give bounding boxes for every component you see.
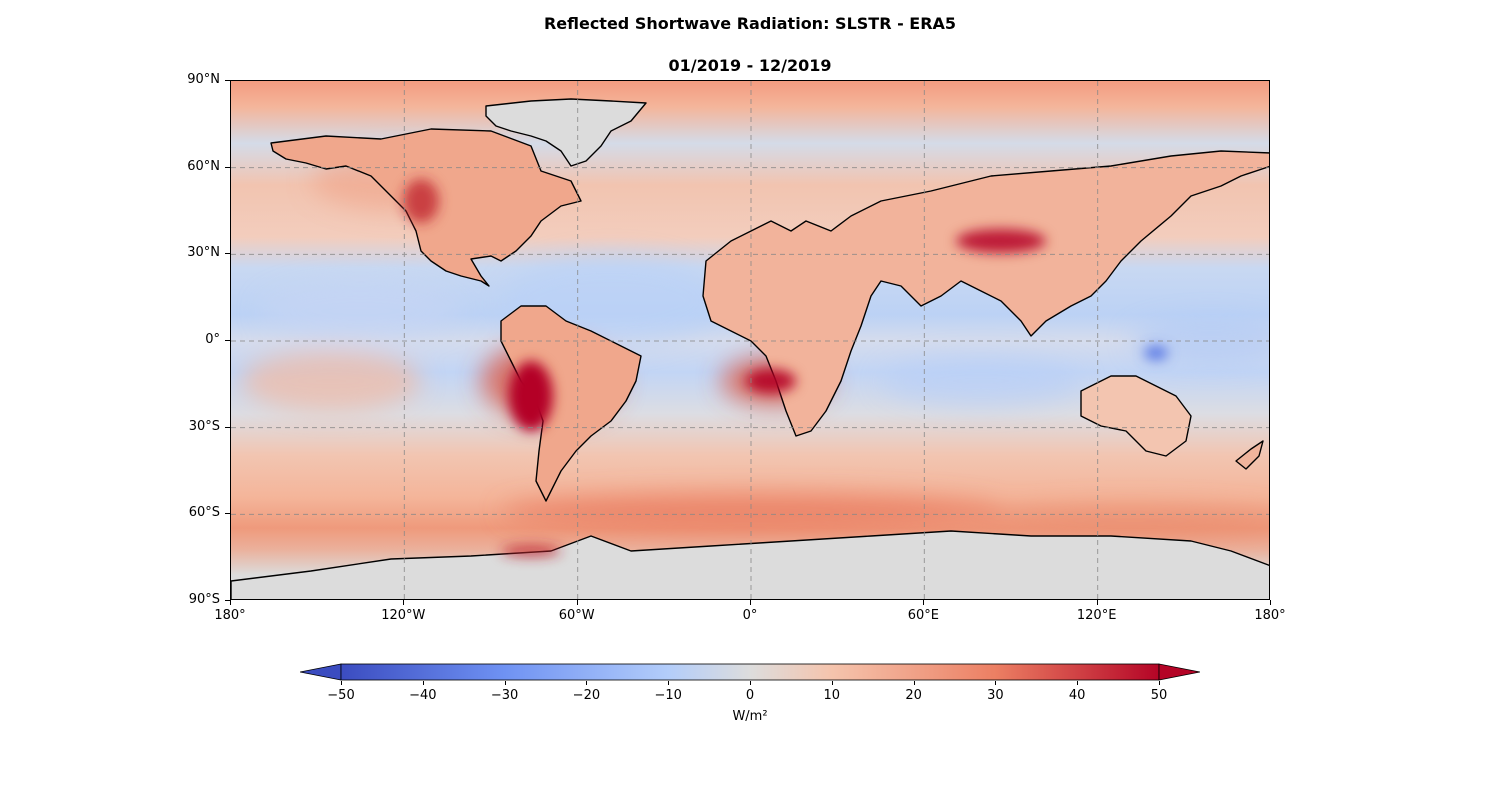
lat-tick-label: 60°S xyxy=(188,505,220,521)
greenland xyxy=(485,98,647,167)
colorbar-tick-mark xyxy=(504,681,506,685)
lon-tick-label: 120°E xyxy=(1076,608,1117,623)
colorbar-tick-mark xyxy=(1159,681,1160,685)
colorbar-gradient xyxy=(340,663,1160,681)
colorbar-tick-mark xyxy=(341,681,342,685)
colorbar-tick-label: 0 xyxy=(745,688,755,703)
colorbar-units: W/m² xyxy=(732,709,768,724)
gridlines xyxy=(231,81,1269,599)
lat-tick-mark xyxy=(225,513,230,515)
lon-tick-label: 180° xyxy=(1254,608,1286,623)
lon-tick-label: 0° xyxy=(742,608,758,623)
colorbar-tick-label: −10 xyxy=(654,688,682,703)
colorbar-tick-mark xyxy=(995,681,997,685)
lon-tick-mark xyxy=(230,600,231,605)
chart-subtitle: 01/2019 - 12/2019 xyxy=(668,56,832,75)
map-canvas xyxy=(231,81,1269,599)
colorbar-extend-low xyxy=(299,663,342,681)
lat-tick-label: 30°N xyxy=(187,245,220,261)
lon-tick-mark xyxy=(576,600,578,605)
lon-tick-mark xyxy=(1096,600,1098,605)
colorbar-tick-mark xyxy=(913,681,915,685)
lon-tick-mark xyxy=(403,600,405,605)
colorbar-tick-mark xyxy=(668,681,670,685)
lat-tick-label: 60°N xyxy=(187,158,220,174)
lat-tick-label: 30°S xyxy=(188,418,220,434)
colorbar-tick-mark xyxy=(422,681,424,685)
lon-tick-mark xyxy=(1270,600,1271,605)
colorbar-tick-label: −40 xyxy=(409,688,437,703)
lat-tick-mark xyxy=(225,80,230,81)
chart-title: Reflected Shortwave Radiation: SLSTR - E… xyxy=(543,14,957,33)
lon-tick-mark xyxy=(923,600,925,605)
hotspots xyxy=(403,179,1168,557)
colorbar-tick-label: 40 xyxy=(1068,688,1086,703)
lat-tick-mark xyxy=(225,340,230,341)
lon-tick-label: 60°W xyxy=(558,608,595,623)
map-panel xyxy=(230,80,1270,600)
colorbar-tick-label: 10 xyxy=(823,688,841,703)
lon-tick-label: 120°W xyxy=(381,608,426,623)
colorbar-tick-mark xyxy=(1077,681,1079,685)
lat-tick-mark xyxy=(225,426,230,428)
colorbar-tick-label: −50 xyxy=(327,688,355,703)
colorbar-tick-mark xyxy=(750,681,751,685)
lat-tick-mark xyxy=(225,253,230,255)
colorbar-tick-label: 50 xyxy=(1150,688,1168,703)
colorbar-svg xyxy=(299,663,1201,681)
colorbar-tick-label: −20 xyxy=(572,688,601,703)
colorbar-tick-label: −30 xyxy=(490,688,519,703)
africa-eurasia xyxy=(702,150,1269,437)
new-zealand xyxy=(1235,440,1264,470)
colorbar-tick-mark xyxy=(831,681,833,685)
lat-tick-mark xyxy=(225,166,230,168)
australia xyxy=(1080,375,1192,457)
antarctica xyxy=(231,530,1269,599)
colorbar-tick-label: 20 xyxy=(905,688,922,703)
lat-tick-label: 90°N xyxy=(187,72,220,87)
colorbar xyxy=(299,663,1201,681)
colorbar-extend-high xyxy=(1158,663,1201,681)
lat-tick-label: 90°S xyxy=(188,592,220,607)
lon-tick-label: 60°E xyxy=(907,608,939,623)
lat-tick-label: 0° xyxy=(205,332,220,347)
lat-tick-mark xyxy=(225,600,230,601)
lon-tick-mark xyxy=(750,600,751,605)
colorbar-tick-label: 30 xyxy=(987,688,1004,703)
continents xyxy=(231,98,1269,599)
lon-tick-label: 180° xyxy=(214,608,246,623)
colorbar-tick-mark xyxy=(586,681,588,685)
